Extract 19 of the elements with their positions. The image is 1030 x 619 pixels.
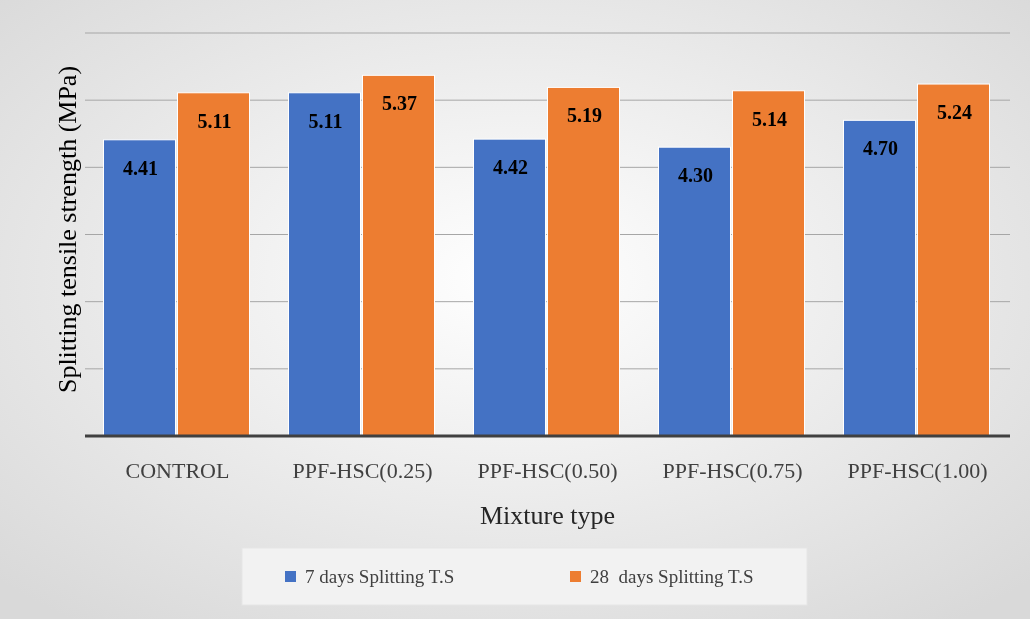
x-tick-label: CONTROL	[125, 458, 230, 483]
text: 28 days Splitting T.S	[590, 566, 754, 587]
data-label: 5.14	[752, 107, 787, 130]
x-axis-title: Mixture type	[479, 501, 616, 530]
x-tick-label: PPF-HSC(0.50)	[477, 458, 618, 483]
legend-label: 7 days Splitting T.S	[305, 566, 455, 587]
y-axis-title: Splitting tensile strength (MPa)	[53, 65, 82, 394]
data-label: 4.42	[493, 156, 528, 179]
data-label: 5.19	[567, 104, 602, 127]
data-label: 5.24	[937, 101, 972, 124]
x-tick-label: PPF-HSC(0.25)	[292, 458, 433, 483]
x-tick-label: PPF-HSC(1.00)	[847, 458, 988, 483]
data-label: 5.11	[308, 109, 343, 132]
data-label: 5.37	[382, 92, 417, 115]
data-label: 5.11	[197, 109, 232, 132]
x-tick-label: PPF-HSC(0.75)	[662, 458, 803, 483]
data-label: 4.70	[863, 137, 898, 160]
data-label: 4.41	[123, 156, 158, 179]
data-label: 4.30	[678, 164, 713, 187]
